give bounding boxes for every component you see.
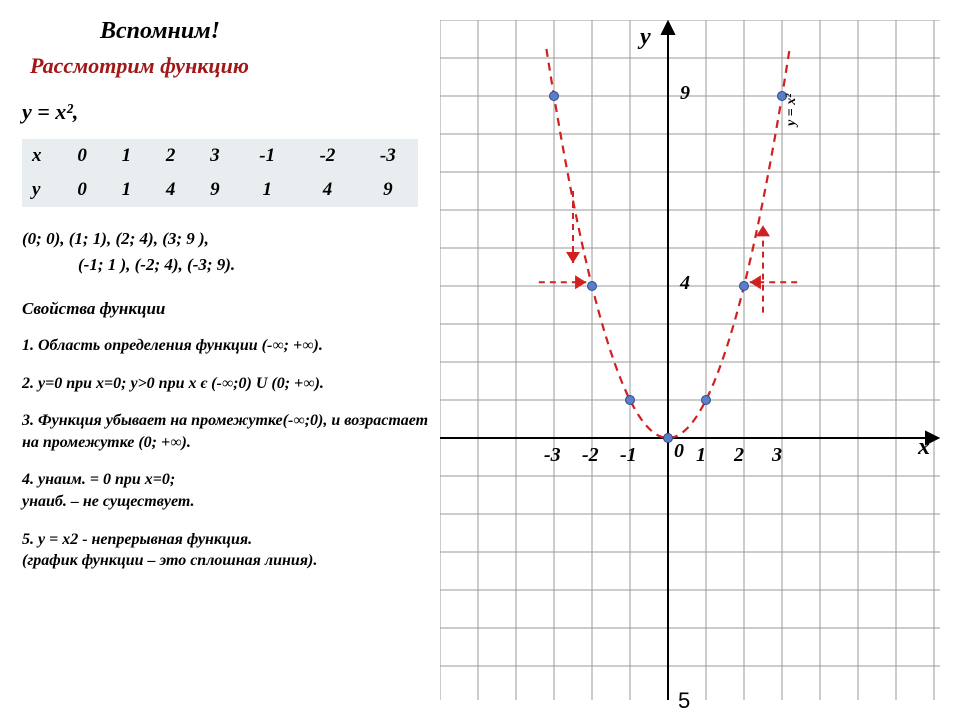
grid xyxy=(440,20,940,700)
x-tick-label: -3 xyxy=(544,444,561,467)
axes xyxy=(440,22,938,700)
title: Вспомним! xyxy=(100,18,432,45)
table-cell: -3 xyxy=(358,139,418,173)
section-title: Свойства функции xyxy=(22,299,432,319)
table-cell: 4 xyxy=(149,173,193,207)
coords-line-1: (0; 0), (1; 1), (2; 4), (3; 9 ), xyxy=(22,229,432,249)
y-tick-label: 9 xyxy=(680,82,690,105)
property-5: 5. y = x2 - непрерывная функция.(график … xyxy=(22,529,432,572)
table-cell: 0 xyxy=(60,139,104,173)
x-axis-label: x xyxy=(918,434,930,461)
value-table: x0123-1-2-3y0149149 xyxy=(22,139,418,207)
page-number: 5 xyxy=(678,688,690,714)
coords-line-2: (-1; 1 ), (-2; 4), (-3; 9). xyxy=(78,255,432,275)
x-tick-label: 2 xyxy=(734,444,744,467)
table-cell: 9 xyxy=(193,173,237,207)
x-tick-label: 1 xyxy=(696,444,706,467)
x-tick-label: 3 xyxy=(772,444,782,467)
table-cell: 0 xyxy=(60,173,104,207)
x-tick-label: -1 xyxy=(620,444,637,467)
property-4: 4. унаим. = 0 при х=0; унаиб. – не сущес… xyxy=(22,469,432,512)
table-cell: 3 xyxy=(193,139,237,173)
table-cell: 4 xyxy=(297,173,357,207)
equation: y = x², xyxy=(22,99,432,125)
table-cell: 9 xyxy=(358,173,418,207)
property-2: 2. у=0 при х=0; у>0 при х є (-∞;0) U (0;… xyxy=(22,373,432,395)
y-axis-label: y xyxy=(640,24,651,51)
table-cell: -2 xyxy=(297,139,357,173)
y-tick-label: 4 xyxy=(680,272,690,295)
property-1: 1. Область определения функции (-∞; +∞). xyxy=(22,335,432,357)
table-cell: 1 xyxy=(104,173,148,207)
table-cell: 1 xyxy=(104,139,148,173)
table-cell: x xyxy=(22,139,60,173)
table-cell: 2 xyxy=(149,139,193,173)
property-3: 3. Функция убывает на промежутке(-∞;0), … xyxy=(22,410,432,453)
chart-area: y x 0 -3 -2 -1 1 2 3 4 9 y = x² xyxy=(440,20,940,700)
origin-label: 0 xyxy=(674,440,684,463)
curve-label: y = x² xyxy=(784,94,800,126)
x-tick-label: -2 xyxy=(582,444,599,467)
table-cell: -1 xyxy=(237,139,297,173)
subtitle: Рассмотрим функцию xyxy=(30,53,432,79)
table-cell: y xyxy=(22,173,60,207)
chart-svg xyxy=(440,20,940,700)
table-cell: 1 xyxy=(237,173,297,207)
